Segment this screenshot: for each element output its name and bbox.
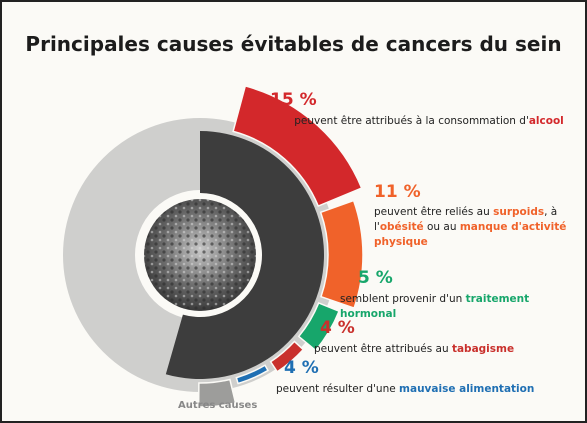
value-label: 5 % [358, 268, 393, 288]
highlight: tabagisme [452, 343, 514, 355]
description: peuvent être attribués au tabagisme [314, 342, 564, 357]
value-label: 15 % [270, 90, 317, 110]
text: ou au [424, 221, 460, 233]
highlight: alcool [529, 115, 564, 127]
description: peuvent être attribués à la consommation… [294, 114, 564, 129]
highlight: surpoids [493, 206, 544, 218]
highlight: obésité [380, 221, 424, 233]
title: Principales causes évitables de cancers … [2, 32, 585, 56]
highlight: mauvaise alimentation [399, 383, 534, 395]
text: peuvent être attribués à la consommation… [294, 115, 529, 127]
cell-texture [144, 199, 256, 311]
text: peuvent être reliés au [374, 206, 493, 218]
text: semblent provenir d'un [340, 293, 466, 305]
value-label: 11 % [374, 182, 421, 202]
infographic: Principales causes évitables de cancers … [0, 0, 587, 423]
other-label: Autres causes [178, 400, 257, 411]
description: semblent provenir d'un traitement hormon… [340, 292, 580, 322]
value-label: 4 % [284, 358, 319, 378]
text: peuvent résulter d'une [276, 383, 399, 395]
description: peuvent être reliés au surpoids, à l'obé… [374, 205, 579, 250]
text: peuvent être attribués au [314, 343, 452, 355]
value-label: 4 % [320, 318, 355, 338]
description: peuvent résulter d'une mauvaise alimenta… [276, 382, 556, 397]
